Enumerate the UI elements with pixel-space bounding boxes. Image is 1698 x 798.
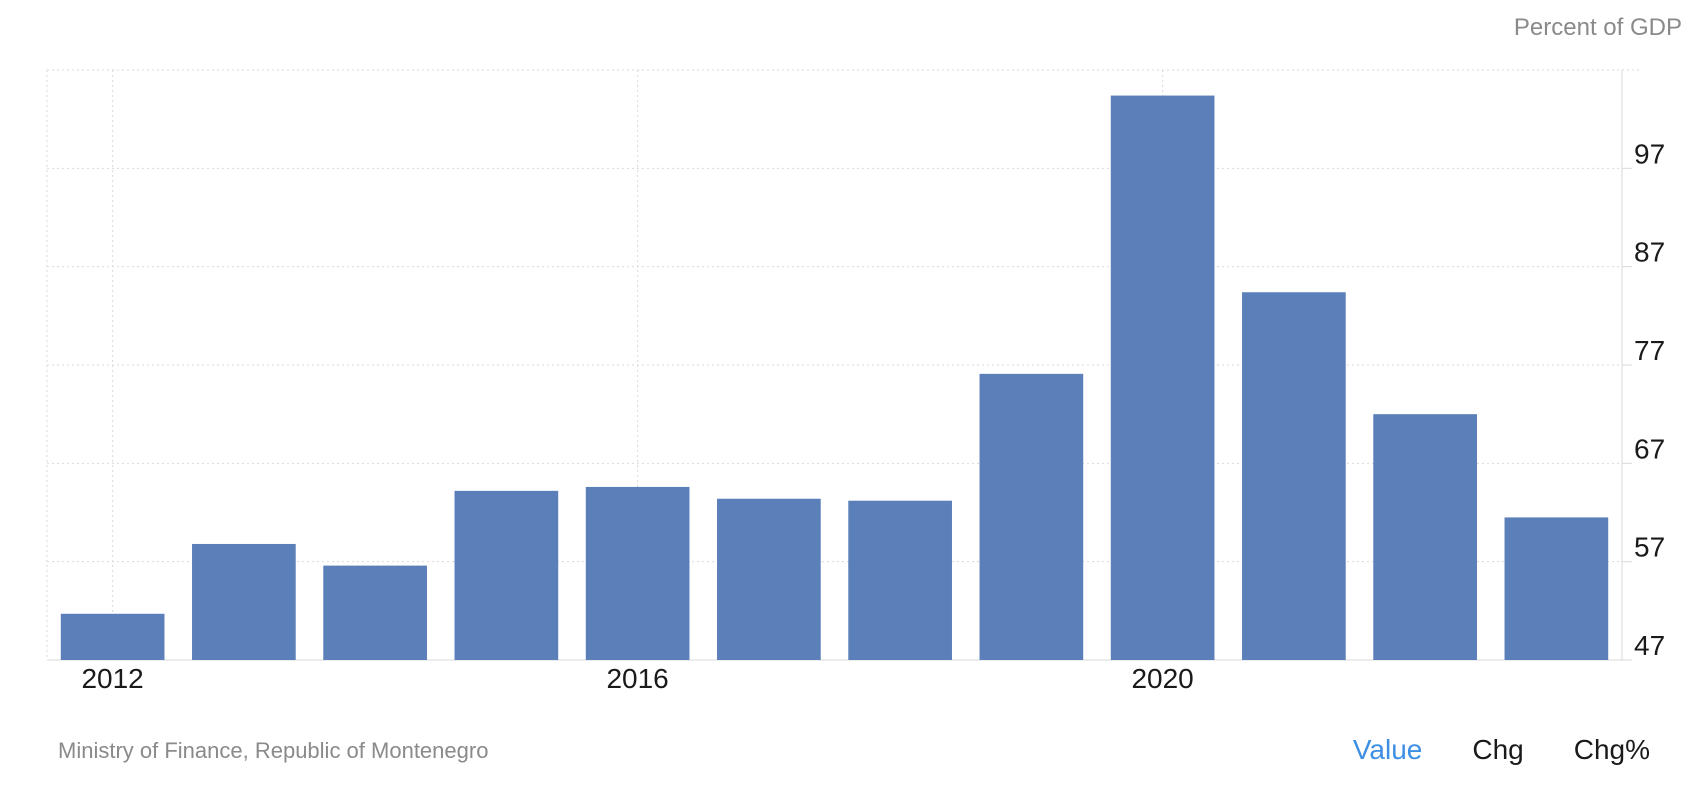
view-toggle-group: Value Chg Chg% (1353, 734, 1650, 766)
y-tick-label: 67 (1634, 433, 1665, 464)
bar-2017[interactable] (717, 498, 821, 660)
x-tick-label: 2012 (81, 663, 143, 694)
bar-2019[interactable] (979, 373, 1084, 660)
bar-2015[interactable] (454, 490, 559, 660)
bar-2012[interactable] (60, 613, 165, 660)
bar-2020[interactable] (1110, 95, 1215, 661)
x-tick-label: 2020 (1131, 663, 1193, 694)
axes: 47 57 67 77 87 97 2012 2016 2020 (81, 138, 1665, 694)
bar-2023[interactable] (1504, 517, 1609, 660)
bar-2016[interactable] (585, 486, 690, 660)
unit-label: Percent of GDP (1513, 14, 1682, 41)
chg-toggle[interactable]: Chg (1472, 734, 1524, 765)
source-label: Ministry of Finance, Republic of Montene… (58, 738, 489, 763)
bars (60, 95, 1609, 661)
bar-2018[interactable] (848, 500, 952, 660)
y-tick-label: 47 (1634, 630, 1665, 661)
y-tick-label: 77 (1634, 335, 1665, 366)
x-tick-label: 2016 (606, 663, 668, 694)
y-tick-label: 87 (1634, 237, 1665, 268)
y-tick-label: 97 (1634, 138, 1665, 169)
value-toggle[interactable]: Value (1352, 734, 1423, 765)
bar-2022[interactable] (1373, 414, 1477, 660)
bar-2014[interactable] (323, 565, 427, 660)
bar-2021[interactable] (1242, 292, 1346, 660)
y-tick-label: 57 (1634, 532, 1665, 563)
bar-2013[interactable] (192, 543, 296, 660)
chg-pct-toggle[interactable]: Chg% (1573, 734, 1650, 765)
